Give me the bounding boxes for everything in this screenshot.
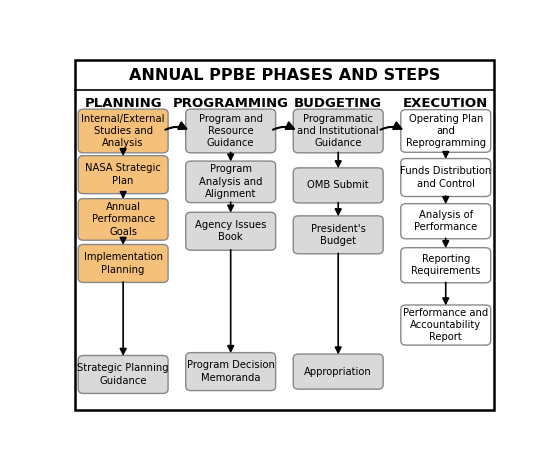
Text: President's
Budget: President's Budget — [311, 224, 366, 246]
Text: BUDGETING: BUDGETING — [294, 97, 382, 110]
Text: Internal/External
Studies and
Analysis: Internal/External Studies and Analysis — [82, 113, 165, 148]
Text: EXECUTION: EXECUTION — [403, 97, 488, 110]
Text: Agency Issues
Book: Agency Issues Book — [195, 220, 266, 242]
FancyBboxPatch shape — [293, 168, 383, 203]
Text: Funds Distribution
and Control: Funds Distribution and Control — [400, 166, 491, 189]
Text: Analysis of
Performance: Analysis of Performance — [414, 210, 477, 232]
Text: NASA Strategic
Plan: NASA Strategic Plan — [85, 164, 161, 186]
FancyBboxPatch shape — [78, 109, 168, 153]
Text: Program Decision
Memoranda: Program Decision Memoranda — [186, 360, 275, 383]
Text: Implementation
Planning: Implementation Planning — [84, 252, 163, 275]
Text: Strategic Planning
Guidance: Strategic Planning Guidance — [77, 363, 169, 385]
FancyBboxPatch shape — [186, 352, 276, 391]
FancyBboxPatch shape — [74, 60, 495, 410]
Text: Program and
Resource
Guidance: Program and Resource Guidance — [199, 113, 263, 148]
Text: Programmatic
and Institutional
Guidance: Programmatic and Institutional Guidance — [297, 113, 379, 148]
Text: Appropriation: Appropriation — [304, 366, 372, 377]
FancyBboxPatch shape — [401, 248, 491, 283]
Text: Operating Plan
and
Reprogramming: Operating Plan and Reprogramming — [406, 113, 486, 148]
Text: Program
Analysis and
Alignment: Program Analysis and Alignment — [199, 165, 263, 199]
Text: Performance and
Accountability
Report: Performance and Accountability Report — [403, 308, 488, 342]
FancyBboxPatch shape — [293, 216, 383, 254]
FancyBboxPatch shape — [78, 156, 168, 193]
FancyBboxPatch shape — [401, 204, 491, 239]
FancyBboxPatch shape — [401, 305, 491, 345]
Text: ANNUAL PPBE PHASES AND STEPS: ANNUAL PPBE PHASES AND STEPS — [129, 68, 440, 83]
Text: OMB Submit: OMB Submit — [307, 180, 369, 190]
FancyBboxPatch shape — [186, 212, 276, 250]
Text: PROGRAMMING: PROGRAMMING — [173, 97, 289, 110]
Text: Annual
Performance
Goals: Annual Performance Goals — [92, 202, 155, 237]
FancyBboxPatch shape — [401, 110, 491, 153]
FancyBboxPatch shape — [293, 109, 383, 153]
FancyBboxPatch shape — [186, 161, 276, 203]
FancyBboxPatch shape — [78, 355, 168, 393]
Text: Reporting
Requirements: Reporting Requirements — [411, 254, 481, 277]
FancyBboxPatch shape — [186, 109, 276, 153]
FancyBboxPatch shape — [293, 354, 383, 389]
Text: PLANNING: PLANNING — [84, 97, 162, 110]
FancyBboxPatch shape — [78, 199, 168, 240]
FancyBboxPatch shape — [78, 245, 168, 282]
FancyBboxPatch shape — [401, 159, 491, 197]
